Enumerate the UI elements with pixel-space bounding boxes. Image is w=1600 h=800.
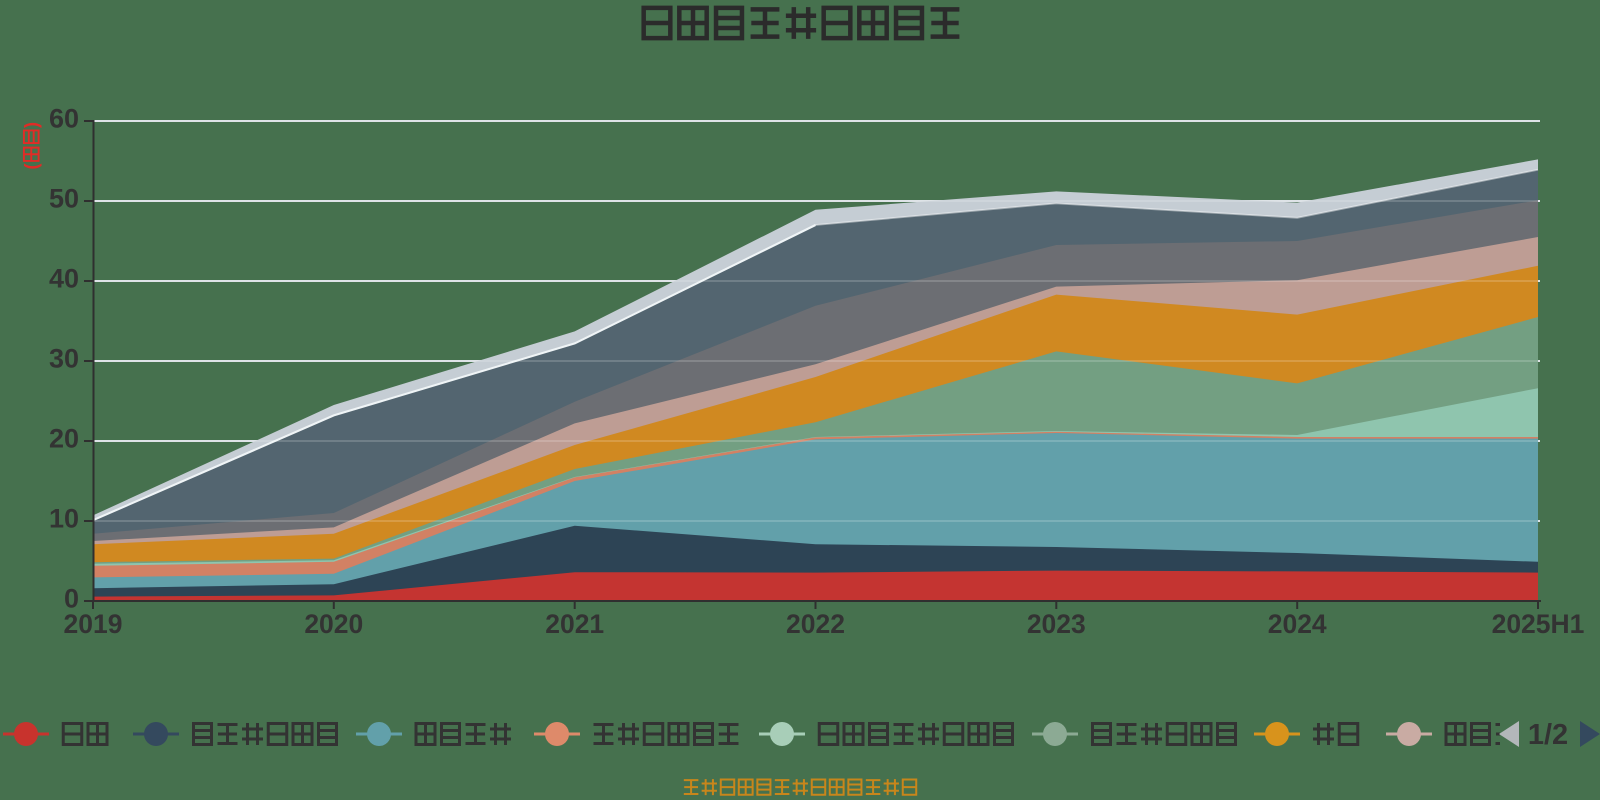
svg-text:0: 0 bbox=[64, 584, 79, 614]
svg-text:2020: 2020 bbox=[304, 609, 363, 639]
svg-text:10: 10 bbox=[49, 504, 79, 534]
svg-text:(: ( bbox=[22, 164, 42, 170]
svg-text:1/2: 1/2 bbox=[1528, 719, 1568, 751]
svg-text:50: 50 bbox=[49, 184, 79, 214]
svg-text:2019: 2019 bbox=[64, 609, 123, 639]
svg-text:): ) bbox=[22, 122, 42, 128]
svg-text:60: 60 bbox=[49, 104, 79, 134]
svg-text:20: 20 bbox=[49, 424, 79, 454]
svg-text:2023: 2023 bbox=[1027, 609, 1086, 639]
svg-text:30: 30 bbox=[49, 344, 79, 374]
svg-text:2022: 2022 bbox=[786, 609, 845, 639]
svg-text:40: 40 bbox=[49, 264, 79, 294]
svg-text:2024: 2024 bbox=[1268, 609, 1327, 639]
svg-text:2025H1: 2025H1 bbox=[1492, 609, 1585, 639]
svg-text:2021: 2021 bbox=[545, 609, 604, 639]
